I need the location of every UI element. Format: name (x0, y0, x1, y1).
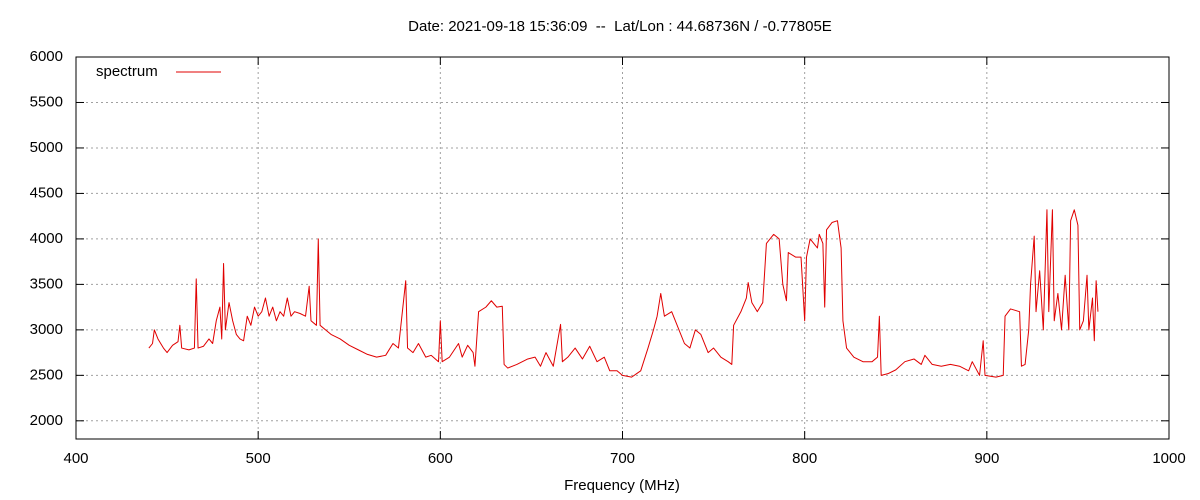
chart-title: Date: 2021-09-18 15:36:09 -- Lat/Lon : 4… (408, 18, 832, 35)
legend-label: spectrum (96, 63, 158, 80)
y-tick-label: 2500 (30, 366, 63, 383)
y-tick-label: 6000 (30, 48, 63, 65)
x-tick-label: 800 (792, 450, 817, 467)
y-tick-label: 5000 (30, 139, 63, 156)
y-tick-label: 3000 (30, 321, 63, 338)
plot-border (75, 56, 1170, 440)
x-tick-label: 400 (63, 450, 88, 467)
x-tick-label: 1000 (1152, 450, 1185, 467)
y-tick-label: 4000 (30, 230, 63, 247)
y-tick-label: 3500 (30, 275, 63, 292)
x-tick-label: 900 (974, 450, 999, 467)
y-tick-label: 2000 (30, 412, 63, 429)
x-tick-label: 700 (610, 450, 635, 467)
x-tick-label: 600 (428, 450, 453, 467)
line-series (148, 209, 1099, 378)
x-axis-label: Frequency (MHz) (564, 477, 680, 494)
y-tick-label: 4500 (30, 184, 63, 201)
y-tick-label: 5500 (30, 93, 63, 110)
x-tick-label: 500 (246, 450, 271, 467)
